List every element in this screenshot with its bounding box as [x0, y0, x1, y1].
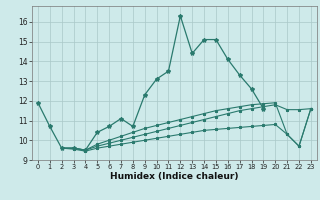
X-axis label: Humidex (Indice chaleur): Humidex (Indice chaleur) — [110, 172, 239, 181]
